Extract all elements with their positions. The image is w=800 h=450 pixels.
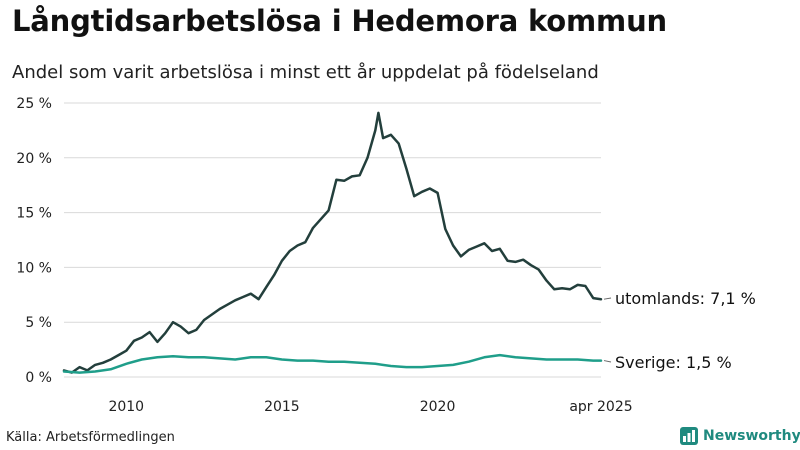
x-tick-label: 2015 — [264, 399, 300, 415]
x-tick-label: 2010 — [108, 399, 144, 415]
y-tick-label: 10 % — [16, 260, 52, 276]
newsworthy-logo-icon — [680, 427, 698, 445]
end-label-sverige: Sverige: 1,5 % — [615, 353, 732, 372]
brand-name: Newsworthy — [703, 428, 800, 444]
y-tick-label: 0 % — [25, 370, 52, 386]
x-tick-label: apr 2025 — [569, 399, 632, 415]
end-label-leader — [603, 360, 612, 363]
x-tick-label: 2020 — [420, 399, 456, 415]
series-line-sverige — [62, 353, 603, 374]
y-tick-label: 5 % — [25, 315, 52, 331]
brand-logo: Newsworthy — [680, 427, 800, 445]
y-tick-label: 15 % — [16, 206, 52, 222]
series-line-utomlands — [62, 111, 603, 374]
source-note: Källa: Arbetsförmedlingen — [6, 430, 175, 445]
chart-title: Långtidsarbetslösa i Hedemora kommun — [12, 4, 667, 38]
y-tick-label: 25 % — [16, 96, 52, 112]
end-label-utomlands: utomlands: 7,1 % — [615, 289, 756, 308]
y-tick-label: 20 % — [16, 151, 52, 167]
end-label-leader — [603, 297, 612, 300]
chart-subtitle: Andel som varit arbetslösa i minst ett å… — [12, 62, 599, 83]
